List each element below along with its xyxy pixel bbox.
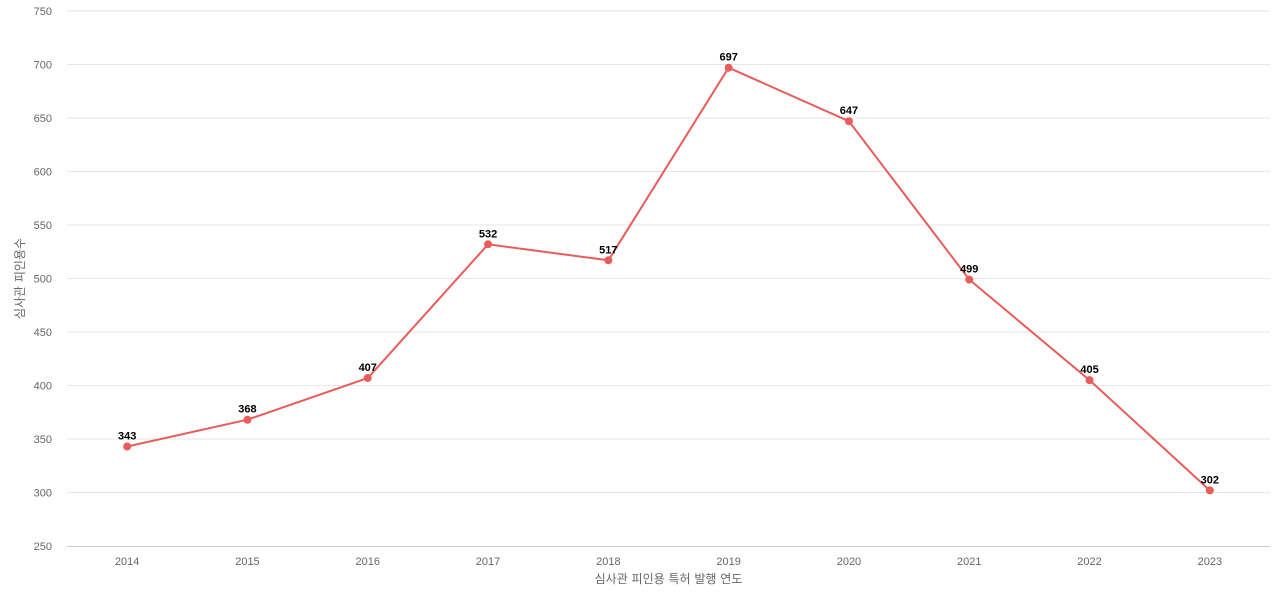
data-label: 499 <box>960 264 978 276</box>
data-label: 368 <box>238 404 256 416</box>
x-axis-title: 심사관 피인용 특허 발행 연도 <box>595 571 743 586</box>
data-points <box>123 63 1214 495</box>
y-tick-label: 400 <box>34 381 52 393</box>
x-tick-label: 2014 <box>115 556 139 568</box>
data-point <box>965 275 974 284</box>
y-tick-label: 750 <box>34 6 52 18</box>
x-tick-label: 2022 <box>1077 556 1101 568</box>
data-point <box>243 415 252 424</box>
grid-lines <box>67 10 1270 493</box>
data-label: 697 <box>719 52 737 64</box>
data-point <box>604 256 613 265</box>
y-tick-label: 450 <box>34 327 52 339</box>
data-label: 405 <box>1080 364 1098 376</box>
y-tick-label: 300 <box>34 488 52 500</box>
data-label: 407 <box>359 362 377 374</box>
data-label: 532 <box>479 228 497 240</box>
y-axis-ticks: 250 300 350 400 450 500 550 600 650 700 750 <box>34 6 52 553</box>
y-tick-label: 250 <box>34 541 52 553</box>
x-tick-label: 2015 <box>235 556 259 568</box>
data-label: 343 <box>118 430 136 442</box>
x-tick-label: 2023 <box>1198 556 1222 568</box>
data-labels: 343 368 407 532 517 697 647 499 405 302 <box>118 52 1219 487</box>
data-point <box>363 374 372 383</box>
data-point <box>1205 486 1214 495</box>
series-line <box>126 66 1211 492</box>
y-tick-label: 650 <box>34 113 52 125</box>
x-tick-label: 2020 <box>837 556 861 568</box>
y-tick-label: 350 <box>34 434 52 446</box>
x-tick-label: 2016 <box>356 556 380 568</box>
y-axis-title: 심사관 피인용수 <box>13 238 27 319</box>
data-point <box>484 240 493 249</box>
data-label: 647 <box>840 105 858 117</box>
data-label: 302 <box>1201 474 1219 486</box>
y-tick-label: 600 <box>34 167 52 179</box>
x-tick-label: 2017 <box>476 556 500 568</box>
y-tick-label: 500 <box>34 274 52 286</box>
y-tick-label: 550 <box>34 220 52 232</box>
data-label: 517 <box>599 244 617 256</box>
data-point <box>844 117 853 126</box>
data-point <box>123 442 132 451</box>
y-tick-label: 700 <box>34 60 52 72</box>
data-point <box>724 63 733 72</box>
x-tick-label: 2019 <box>716 556 740 568</box>
data-point <box>1085 376 1094 385</box>
x-axis-ticks: 2014 2015 2016 2017 2018 2019 2020 2021 2022 2023 <box>115 556 1222 568</box>
x-tick-label: 2021 <box>957 556 981 568</box>
x-tick-label: 2018 <box>596 556 620 568</box>
